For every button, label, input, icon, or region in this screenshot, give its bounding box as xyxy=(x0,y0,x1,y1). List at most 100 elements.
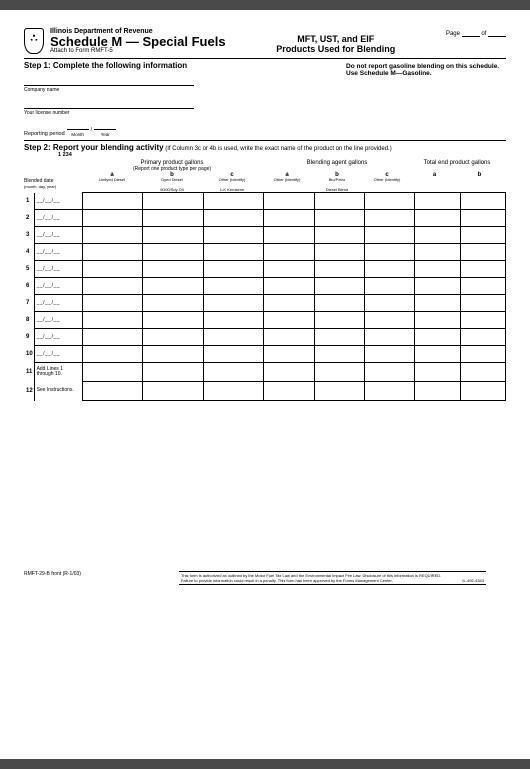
date-cell[interactable]: __/__/__ xyxy=(34,295,82,312)
cell[interactable] xyxy=(460,363,505,382)
cell[interactable] xyxy=(203,295,263,312)
cell[interactable] xyxy=(143,312,203,329)
cell[interactable] xyxy=(82,227,142,244)
date-cell[interactable]: __/__/__ xyxy=(34,244,82,261)
page-current-blank[interactable] xyxy=(462,30,480,37)
cell[interactable] xyxy=(415,227,460,244)
cell[interactable] xyxy=(364,329,414,346)
cell[interactable] xyxy=(460,244,505,261)
cell[interactable] xyxy=(82,210,142,227)
cell[interactable] xyxy=(143,346,203,363)
cell[interactable] xyxy=(314,312,364,329)
cell[interactable] xyxy=(415,346,460,363)
cell[interactable] xyxy=(364,295,414,312)
cell[interactable] xyxy=(82,382,142,401)
cell[interactable] xyxy=(364,210,414,227)
cell[interactable] xyxy=(264,382,314,401)
cell[interactable] xyxy=(203,346,263,363)
cell[interactable] xyxy=(203,329,263,346)
cell[interactable] xyxy=(203,210,263,227)
cell[interactable] xyxy=(364,346,414,363)
cell[interactable] xyxy=(264,363,314,382)
cell[interactable] xyxy=(314,244,364,261)
cell[interactable] xyxy=(314,295,364,312)
cell[interactable] xyxy=(82,295,142,312)
date-cell[interactable]: __/__/__ xyxy=(34,227,82,244)
cell[interactable] xyxy=(143,278,203,295)
cell[interactable] xyxy=(203,278,263,295)
cell[interactable] xyxy=(415,261,460,278)
cell[interactable] xyxy=(82,278,142,295)
cell[interactable] xyxy=(314,210,364,227)
cell[interactable] xyxy=(143,193,203,210)
cell[interactable] xyxy=(82,346,142,363)
cell[interactable] xyxy=(143,329,203,346)
cell[interactable] xyxy=(364,261,414,278)
cell[interactable] xyxy=(264,278,314,295)
license-number-input[interactable] xyxy=(24,99,194,109)
cell[interactable] xyxy=(264,193,314,210)
cell[interactable] xyxy=(415,382,460,401)
cell[interactable] xyxy=(203,382,263,401)
cell[interactable] xyxy=(143,382,203,401)
cell[interactable] xyxy=(82,363,142,382)
cell[interactable] xyxy=(264,346,314,363)
cell[interactable] xyxy=(203,261,263,278)
cell[interactable] xyxy=(314,278,364,295)
cell[interactable] xyxy=(415,363,460,382)
date-cell[interactable]: __/__/__ xyxy=(34,329,82,346)
cell[interactable] xyxy=(364,244,414,261)
cell[interactable] xyxy=(314,261,364,278)
cell[interactable] xyxy=(314,227,364,244)
cell[interactable] xyxy=(264,329,314,346)
cell[interactable] xyxy=(314,363,364,382)
cell[interactable] xyxy=(460,278,505,295)
cell[interactable] xyxy=(203,312,263,329)
cell[interactable] xyxy=(82,261,142,278)
cell[interactable] xyxy=(364,312,414,329)
cell[interactable] xyxy=(415,329,460,346)
cell[interactable] xyxy=(415,312,460,329)
cell[interactable] xyxy=(203,227,263,244)
cell[interactable] xyxy=(203,363,263,382)
date-cell[interactable]: __/__/__ xyxy=(34,346,82,363)
cell[interactable] xyxy=(364,278,414,295)
cell[interactable] xyxy=(364,227,414,244)
cell[interactable] xyxy=(264,295,314,312)
cell[interactable] xyxy=(460,261,505,278)
cell[interactable] xyxy=(460,382,505,401)
reporting-year-input[interactable] xyxy=(94,122,116,130)
page-total-blank[interactable] xyxy=(488,30,506,37)
cell[interactable] xyxy=(264,312,314,329)
cell[interactable] xyxy=(460,227,505,244)
cell[interactable] xyxy=(314,382,364,401)
cell[interactable] xyxy=(143,244,203,261)
cell[interactable] xyxy=(264,244,314,261)
date-cell[interactable]: __/__/__ xyxy=(34,261,82,278)
cell[interactable] xyxy=(415,210,460,227)
cell[interactable] xyxy=(264,227,314,244)
cell[interactable] xyxy=(82,312,142,329)
cell[interactable] xyxy=(415,295,460,312)
cell[interactable] xyxy=(203,244,263,261)
cell[interactable] xyxy=(143,295,203,312)
reporting-month-input[interactable] xyxy=(67,122,89,130)
cell[interactable] xyxy=(82,193,142,210)
date-cell[interactable]: __/__/__ xyxy=(34,193,82,210)
cell[interactable] xyxy=(264,210,314,227)
cell[interactable] xyxy=(82,329,142,346)
date-cell[interactable]: __/__/__ xyxy=(34,312,82,329)
cell[interactable] xyxy=(460,193,505,210)
cell[interactable] xyxy=(143,227,203,244)
cell[interactable] xyxy=(364,363,414,382)
cell[interactable] xyxy=(460,312,505,329)
cell[interactable] xyxy=(82,244,142,261)
cell[interactable] xyxy=(143,210,203,227)
cell[interactable] xyxy=(143,261,203,278)
cell[interactable] xyxy=(460,329,505,346)
cell[interactable] xyxy=(203,193,263,210)
cell[interactable] xyxy=(460,346,505,363)
cell[interactable] xyxy=(143,363,203,382)
cell[interactable] xyxy=(314,346,364,363)
cell[interactable] xyxy=(460,295,505,312)
